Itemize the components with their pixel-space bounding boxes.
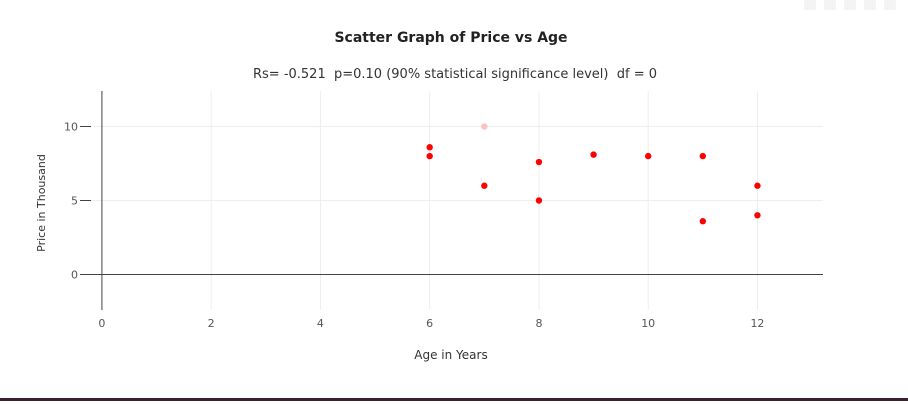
data-point — [481, 182, 488, 189]
x-tick-label: 6 — [426, 317, 433, 330]
y-tick-label: 10 — [64, 121, 78, 134]
plotly-logo-icon[interactable] — [884, 0, 896, 10]
data-point — [535, 158, 543, 166]
y-axis-title: Price in Thousand — [35, 154, 48, 252]
x-axis-title: Age in Years — [414, 348, 487, 362]
zoom-icon[interactable] — [824, 0, 836, 10]
y-tick-label: 5 — [71, 195, 78, 208]
chart-toolbar — [804, 0, 896, 12]
data-point — [426, 152, 433, 160]
autoscale-icon[interactable] — [864, 0, 876, 10]
x-tick-label: 10 — [641, 317, 655, 330]
bottom-divider — [0, 398, 908, 401]
chart-subtitle: Rs= -0.521 p=0.10 (90% statistical signi… — [253, 67, 657, 82]
camera-icon[interactable] — [804, 0, 816, 10]
point-layer — [426, 123, 761, 225]
data-point — [644, 152, 652, 160]
x-tick-label: 4 — [317, 317, 324, 330]
x-tick-label: 0 — [98, 317, 105, 330]
axis-layer: 0 2 4 6 8 10 12 0 5 10 — [64, 91, 823, 330]
pan-icon[interactable] — [844, 0, 856, 10]
data-point — [481, 123, 488, 130]
data-point — [535, 197, 543, 204]
data-point — [426, 144, 433, 151]
x-tick-label: 12 — [750, 317, 764, 330]
data-point — [754, 182, 761, 189]
x-tick-label: 2 — [208, 317, 215, 330]
data-point — [699, 218, 707, 225]
x-tick-label: 8 — [535, 317, 542, 330]
chart-title: Scatter Graph of Price vs Age — [334, 30, 567, 46]
grid-layer — [91, 91, 823, 310]
y-tick-label: 0 — [71, 268, 78, 281]
data-point — [699, 152, 707, 160]
data-point — [754, 212, 761, 219]
data-point — [590, 151, 597, 158]
